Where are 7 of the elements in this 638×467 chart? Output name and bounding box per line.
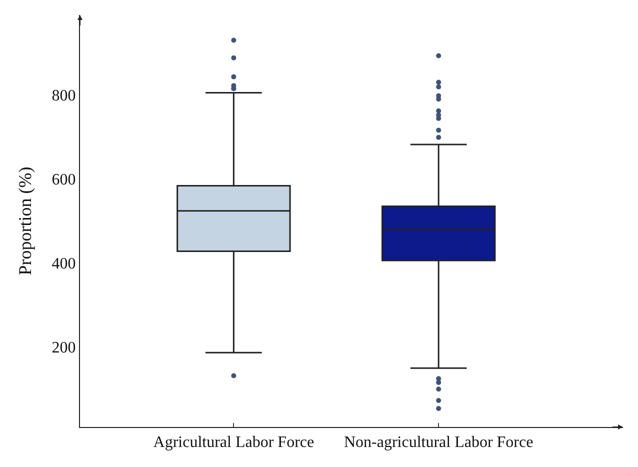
x-tick-label: Non-agricultural Labor Force bbox=[344, 434, 534, 452]
y-tick-label: 400 bbox=[52, 256, 76, 273]
y-tick-label: 200 bbox=[52, 340, 76, 357]
y-tick-label: 600 bbox=[52, 172, 76, 189]
y-axis-title: Proportion (%) bbox=[15, 166, 35, 276]
x-tick-label: Agricultural Labor Force bbox=[153, 434, 314, 452]
y-tick-label: 800 bbox=[52, 87, 76, 104]
